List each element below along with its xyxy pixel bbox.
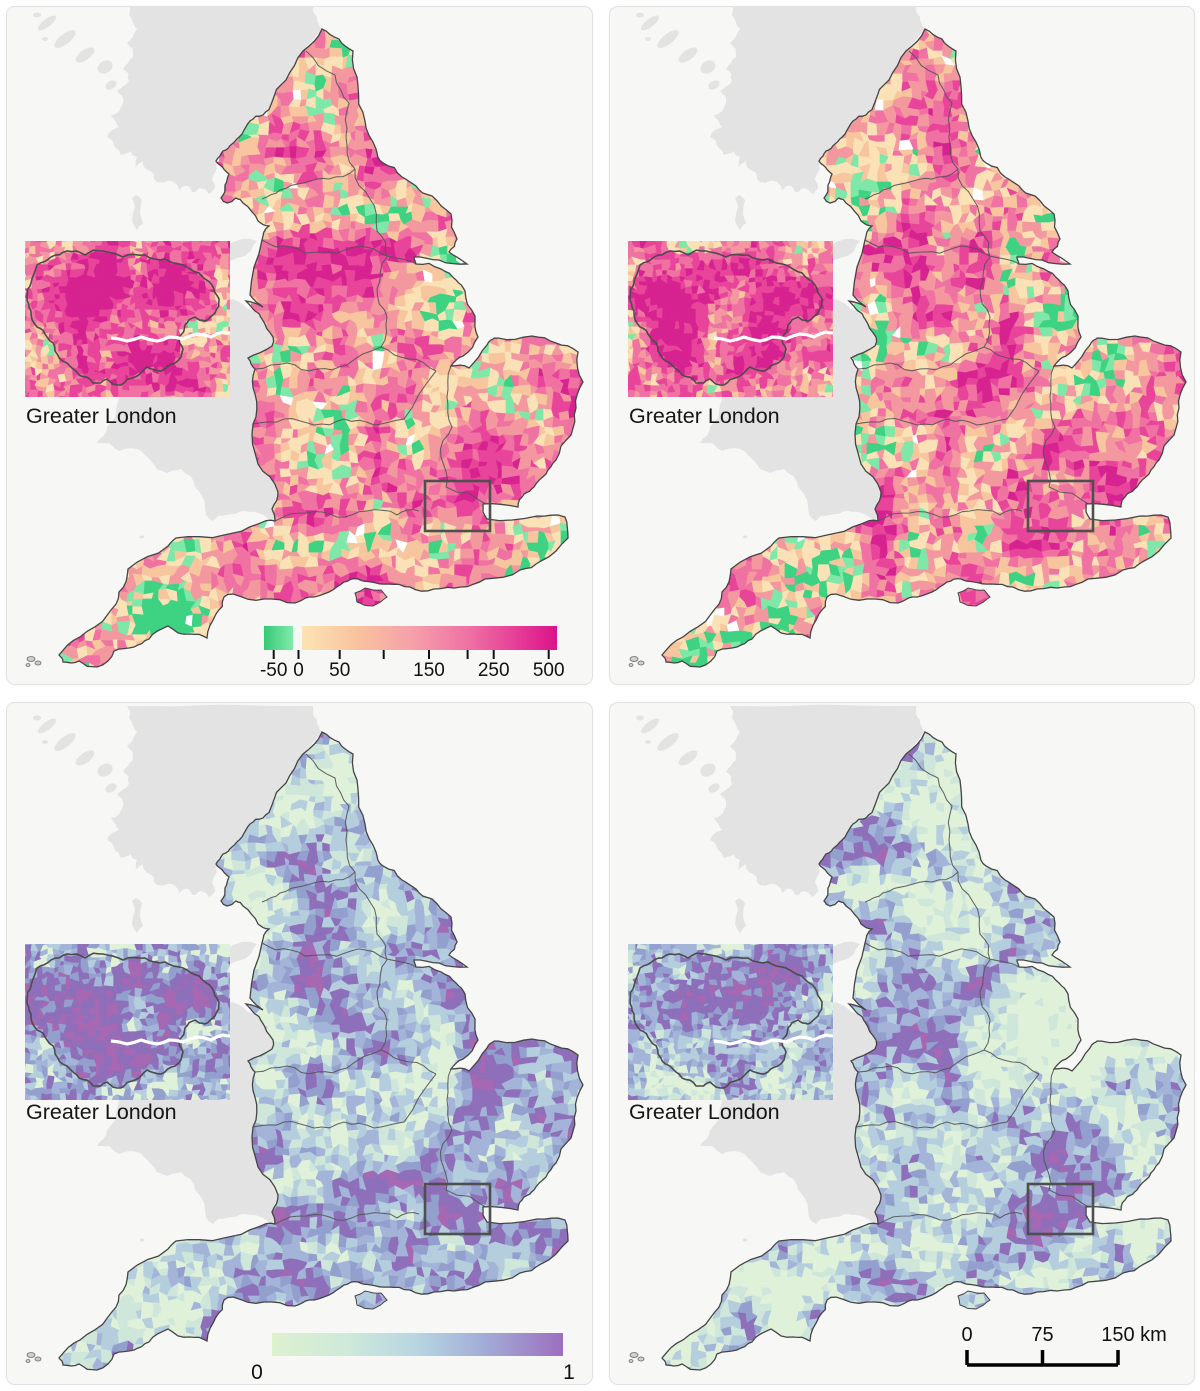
svg-text:1: 1 [563, 1361, 575, 1381]
svg-text:-50: -50 [260, 660, 287, 681]
svg-text:Greater London: Greater London [629, 1100, 780, 1124]
svg-text:75: 75 [1031, 1324, 1053, 1346]
svg-text:50: 50 [329, 660, 350, 681]
svg-text:Greater London: Greater London [26, 1100, 177, 1124]
svg-text:500: 500 [533, 660, 565, 681]
svg-text:250: 250 [478, 660, 510, 681]
svg-text:0: 0 [961, 1324, 972, 1346]
svg-text:Greater London: Greater London [629, 404, 780, 428]
svg-text:Greater London: Greater London [26, 404, 177, 428]
svg-text:0: 0 [293, 660, 304, 681]
svg-text:150: 150 [413, 660, 445, 681]
svg-text:0: 0 [251, 1361, 263, 1381]
svg-text:150 km: 150 km [1101, 1324, 1167, 1346]
